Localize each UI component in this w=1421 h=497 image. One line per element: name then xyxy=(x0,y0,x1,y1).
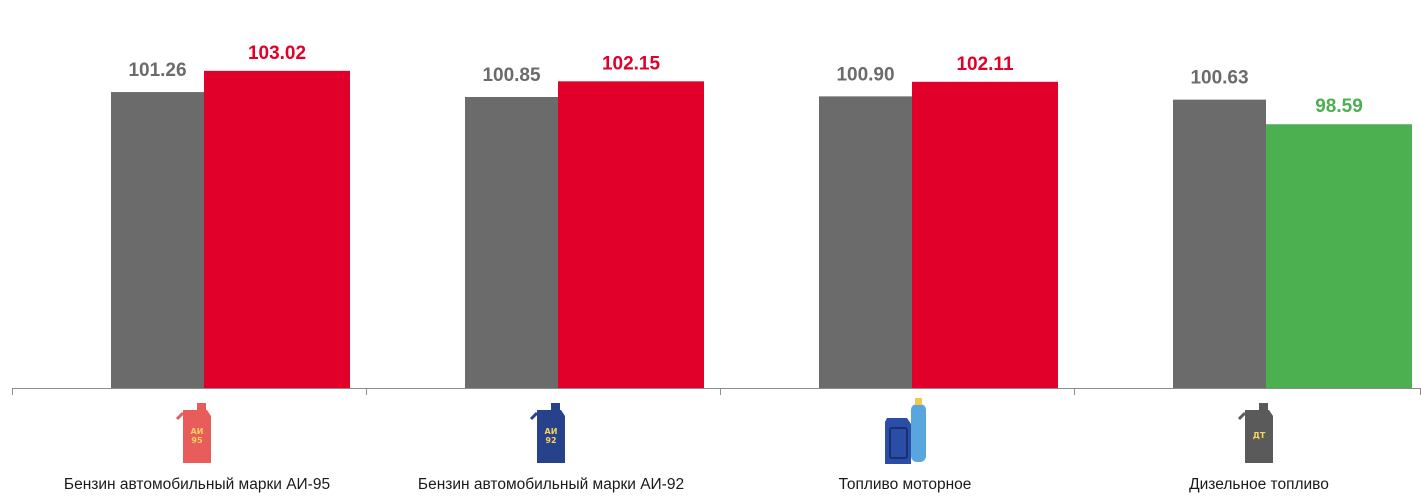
canister-ai92-icon-text-1: АИ xyxy=(545,427,558,436)
bar-series2-3 xyxy=(912,81,1058,388)
canister-dt-icon: ДТ xyxy=(1237,403,1273,463)
value-labels-layer: 101.26 103.02 100.85 102.15 100.90 102.11 100.… xyxy=(128,43,1362,117)
value-label-series1-1: 101.26 xyxy=(128,60,186,81)
value-label-series2-2: 102.15 xyxy=(602,53,661,74)
value-label-series1-4: 100.63 xyxy=(1190,68,1248,89)
category-labels-layer: Бензин автомобильный марки АИ-95 Бензин а… xyxy=(64,476,1329,493)
bar-series1-1 xyxy=(111,92,204,388)
value-label-series2-1: 103.02 xyxy=(248,43,306,64)
bar-series2-1 xyxy=(204,70,350,389)
bar-series2-2 xyxy=(558,81,704,388)
canister-ai95-icon-text-2: 95 xyxy=(191,436,203,445)
value-label-series1-3: 100.90 xyxy=(836,64,894,85)
value-label-series2-4: 98.59 xyxy=(1315,96,1363,117)
canister-ai92-icon-text-2: 92 xyxy=(545,436,556,445)
bars-layer xyxy=(111,70,1412,389)
canister-gas-cylinder-icon xyxy=(885,398,926,464)
x-axis-ticks xyxy=(12,388,1421,395)
value-label-series1-2: 100.85 xyxy=(482,65,541,86)
value-label-series2-3: 102.11 xyxy=(956,54,1013,75)
bar-series1-4 xyxy=(1173,99,1266,389)
canister-dt-icon-text-1: ДТ xyxy=(1253,431,1266,440)
canister-ai95-icon-text-1: АИ xyxy=(191,427,204,436)
bar-series1-3 xyxy=(819,96,912,388)
bar-series2-4 xyxy=(1266,124,1412,389)
category-label-2: Бензин автомобильный марки АИ-92 xyxy=(418,476,684,493)
category-label-1: Бензин автомобильный марки АИ-95 xyxy=(64,476,330,493)
category-label-3: Топливо моторное xyxy=(839,476,972,493)
category-label-4: Дизельное топливо xyxy=(1189,476,1329,493)
bar-series1-2 xyxy=(465,96,558,389)
